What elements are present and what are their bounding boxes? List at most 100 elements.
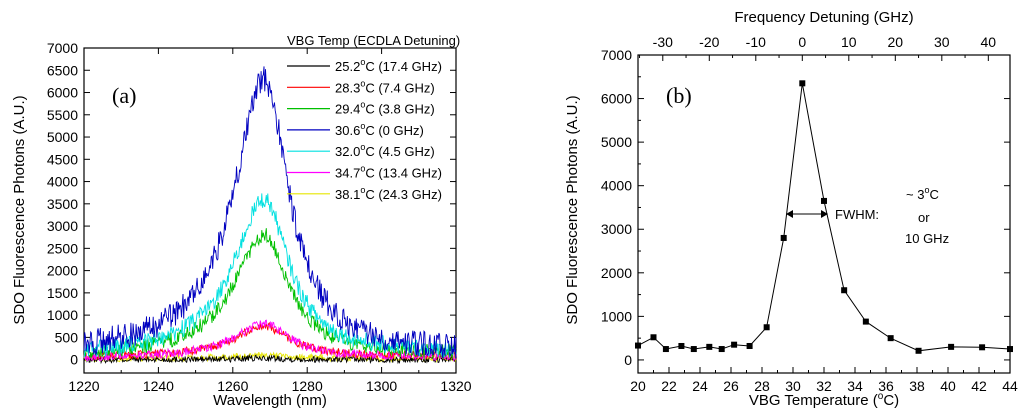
chart-b-y-tick-label: 1000	[601, 308, 632, 324]
chart-b-x-axis-label: VBG Temperature (oC)	[749, 391, 899, 409]
chart-b-data-point	[821, 197, 827, 204]
chart-a-legend: VBG Temp (ECDLA Detuning) 25.2oC (17.4 G…	[287, 33, 460, 202]
chart-b-data-point	[799, 80, 806, 87]
chart-b-x-tick-label: 38	[909, 378, 925, 394]
chart-a-y-tick-label: 500	[55, 329, 79, 345]
chart-a-series-curve	[83, 193, 457, 358]
chart-a-x-tick-label: 1220	[68, 378, 99, 394]
chart-b-data-point	[635, 342, 641, 349]
chart-a: 1220 1240 1260 1280 1300 1320 0 500 1000 1500 200…	[11, 33, 472, 409]
chart-b-data-point	[915, 347, 922, 354]
chart-b-x-tick-label: 44	[1002, 378, 1018, 394]
chart-b-x-tick-label: 24	[692, 378, 708, 394]
chart-a-x-tick-label: 1280	[292, 378, 323, 394]
chart-b-top-axis-label: Frequency Detuning (GHz)	[734, 9, 913, 26]
chart-a-y-tick-label: 2000	[47, 263, 78, 279]
chart-b-x-tick-label: 22	[661, 378, 677, 394]
chart-b-data-point	[979, 344, 986, 351]
chart-b-data-point	[662, 346, 669, 353]
chart-b-x-ticks: 20 22 24 26 28 30 32 34 36 38 40 42 44	[630, 367, 1018, 394]
chart-b-series	[635, 80, 1013, 354]
chart-b-data-point	[1007, 346, 1013, 353]
chart-a-y-tick-label: 2500	[47, 240, 78, 256]
chart-a-series-curve	[83, 353, 457, 365]
chart-b-data-point	[841, 287, 848, 294]
chart-a-legend-entry: 34.7oC (13.4 GHz)	[335, 164, 442, 181]
chart-a-y-tick-label: 1000	[47, 307, 78, 323]
chart-b-top-x-tick-label: 30	[934, 34, 950, 50]
fwhm-width-temp: ~ 3oC	[906, 185, 939, 202]
chart-b-y-tick-label: 0	[624, 352, 632, 368]
chart-b: 20 22 24 26 28 30 32 34 36 38 40 42 44 -30 -20 -10 0 10 2…	[564, 9, 1018, 409]
chart-b-data-point	[862, 318, 869, 325]
chart-b-top-x-tick-label: 40	[981, 34, 997, 50]
chart-a-legend-entry: 29.4oC (3.8 GHz)	[335, 100, 435, 117]
fwhm-arrowhead-left	[786, 210, 793, 218]
chart-a-y-tick-label: 4000	[47, 174, 78, 190]
chart-b-y-tick-label: 5000	[601, 134, 632, 150]
fwhm-width-freq: 10 GHz	[905, 231, 949, 246]
chart-a-x-ticks: 1220 1240 1260 1280 1300 1320	[68, 48, 472, 394]
chart-b-y-tick-label: 2000	[601, 265, 632, 281]
chart-a-legend-entry: 32.0oC (4.5 GHz)	[335, 142, 435, 159]
chart-a-y-tick-label: 3500	[47, 196, 78, 212]
chart-b-panel-label: (b)	[666, 83, 692, 108]
chart-a-y-tick-label: 6000	[47, 85, 78, 101]
chart-b-data-point	[706, 343, 713, 350]
chart-a-legend-title: VBG Temp (ECDLA Detuning)	[287, 33, 460, 48]
chart-a-series-curve	[83, 66, 457, 359]
chart-a-y-tick-label: 1500	[47, 285, 78, 301]
chart-a-y-tick-label: 6500	[47, 62, 78, 78]
chart-b-data-point	[780, 234, 787, 241]
chart-a-y-tick-label: 4500	[47, 151, 78, 167]
chart-b-data-point	[678, 342, 685, 349]
chart-b-y-tick-label: 3000	[601, 221, 632, 237]
chart-b-top-x-tick-label: -20	[699, 34, 719, 50]
chart-b-x-tick-label: 30	[785, 378, 801, 394]
chart-b-top-x-tick-label: 20	[888, 34, 904, 50]
chart-a-curves	[83, 66, 457, 365]
chart-a-y-ticks: 0 500 1000 1500 2000 2500 3000 3500 4000 4500 5000…	[47, 40, 456, 368]
chart-a-y-tick-label: 3000	[47, 218, 78, 234]
chart-b-data-point	[763, 324, 770, 331]
chart-b-x-tick-label: 32	[816, 378, 832, 394]
chart-b-data-point	[887, 335, 894, 342]
chart-b-x-tick-label: 40	[940, 378, 956, 394]
chart-a-legend-entry: 38.1oC (24.3 GHz)	[335, 185, 442, 202]
chart-b-top-x-tick-label: -10	[746, 34, 766, 50]
fwhm-width-or: or	[918, 210, 930, 225]
chart-b-top-x-tick-label: 0	[798, 34, 806, 50]
chart-b-y-tick-label: 4000	[601, 178, 632, 194]
chart-b-x-tick-label: 28	[754, 378, 770, 394]
chart-b-x-tick-label: 42	[971, 378, 987, 394]
chart-a-x-tick-label: 1320	[440, 378, 471, 394]
chart-b-y-tick-label: 7000	[601, 47, 632, 63]
chart-a-x-tick-label: 1260	[217, 378, 248, 394]
chart-b-data-point	[690, 346, 697, 353]
chart-b-data-point	[731, 341, 738, 348]
chart-a-y-tick-label: 0	[70, 352, 78, 368]
chart-b-x-tick-label: 34	[847, 378, 863, 394]
chart-a-y-axis-label: SDO Fluorescence Photons (A.U.)	[11, 95, 28, 324]
chart-b-x-tick-label: 26	[723, 378, 739, 394]
chart-a-legend-entry: 30.6oC (0 GHz)	[335, 121, 424, 138]
chart-a-panel-label: (a)	[112, 83, 136, 108]
chart-b-y-axis-label: SDO Fluorescence Photons (A.U.)	[564, 95, 581, 324]
chart-b-data-point	[746, 342, 753, 349]
chart-b-series-line	[637, 83, 1011, 352]
chart-a-x-tick-label: 1240	[143, 378, 174, 394]
chart-b-data-point	[650, 334, 657, 341]
chart-b-data-point	[948, 343, 955, 350]
chart-a-y-tick-label: 5000	[47, 129, 78, 145]
chart-b-x-tick-label: 20	[630, 378, 646, 394]
chart-b-x-tick-label: 36	[878, 378, 894, 394]
chart-a-y-tick-label: 5500	[47, 107, 78, 123]
chart-b-top-x-tick-label: -30	[653, 34, 673, 50]
chart-b-top-x-tick-label: 10	[841, 34, 857, 50]
chart-a-legend-entry: 25.2oC (17.4 GHz)	[335, 57, 442, 74]
chart-b-y-tick-label: 6000	[601, 91, 632, 107]
fwhm-annotation: FWHM: ~ 3oC or 10 GHz	[786, 185, 949, 246]
chart-a-x-tick-label: 1300	[366, 378, 397, 394]
chart-a-x-axis-label: Wavelength (nm)	[213, 392, 327, 409]
